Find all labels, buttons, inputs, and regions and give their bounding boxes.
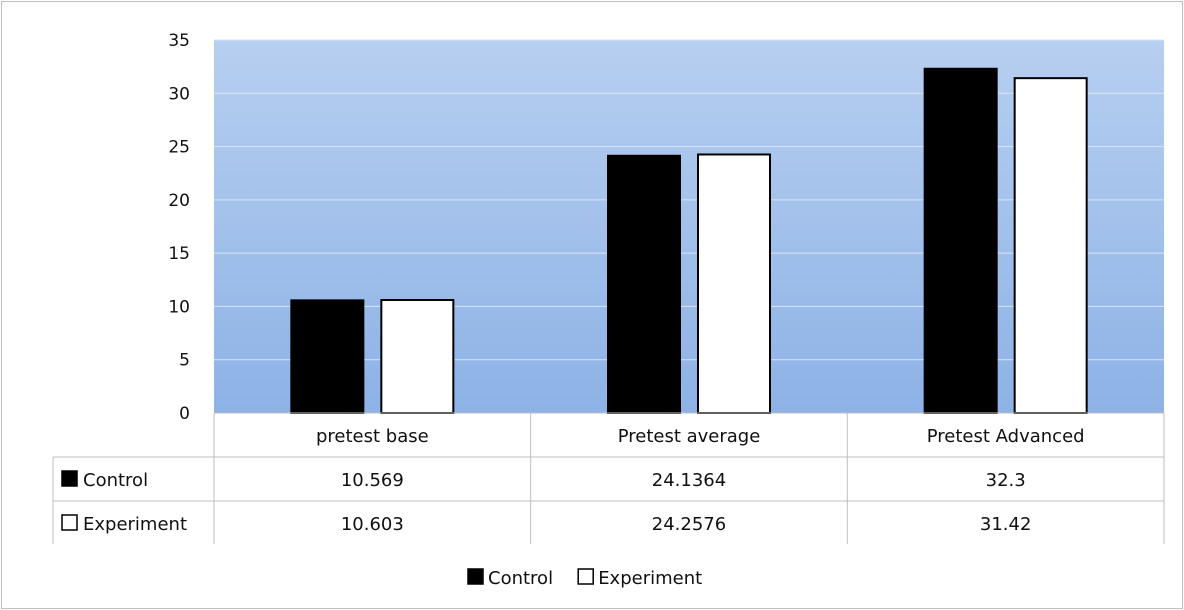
plot-area	[214, 40, 1164, 413]
series-label: Experiment	[83, 514, 187, 535]
y-tick-label: 20	[168, 191, 190, 211]
data-table: pretest base Pretest average Pretest Advan…	[52, 412, 1165, 544]
gridlines	[214, 39, 1164, 361]
legend: Control Experiment	[467, 568, 702, 589]
x-tick-label: pretest base	[316, 426, 429, 447]
bar-experiment-3	[1013, 77, 1088, 415]
x-tick-label: Pretest average	[618, 426, 761, 447]
y-tick-label: 25	[168, 138, 190, 158]
y-axis: 0 5 10 15 20 25 30 35	[168, 31, 190, 424]
series-marker	[61, 470, 78, 487]
y-tick-label: 15	[168, 244, 190, 264]
legend-label: Control	[488, 568, 553, 589]
data-label: 10.603	[341, 514, 404, 535]
bar-experiment-1	[380, 299, 455, 415]
bar-experiment-2	[697, 153, 771, 415]
data-label: 24.2576	[652, 514, 726, 535]
data-label: 24.1364	[652, 470, 726, 491]
y-tick-label: 10	[168, 297, 190, 317]
legend-marker	[467, 568, 484, 585]
data-label: 10.569	[341, 470, 404, 491]
y-tick-label: 30	[168, 84, 190, 104]
data-label: 32.3	[986, 470, 1026, 491]
series-label: Control	[83, 470, 148, 491]
series-marker	[61, 514, 78, 531]
x-tick-label: Pretest Advanced	[927, 426, 1085, 447]
y-tick-label: 35	[168, 31, 190, 51]
legend-marker	[577, 568, 594, 585]
data-label: 31.42	[980, 514, 1032, 535]
bar-control-1	[290, 299, 365, 414]
legend-label: Experiment	[598, 568, 702, 589]
y-tick-label: 5	[179, 351, 190, 371]
y-tick-label: 0	[179, 404, 190, 424]
bar-control-3	[923, 67, 998, 414]
bar-control-2	[607, 154, 681, 414]
